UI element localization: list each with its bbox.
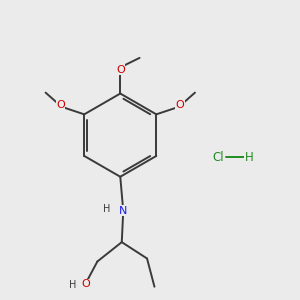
- Text: Cl: Cl: [212, 151, 224, 164]
- Text: H: H: [69, 280, 76, 290]
- Text: O: O: [56, 100, 65, 110]
- Text: O: O: [116, 65, 125, 75]
- Text: H: H: [103, 204, 111, 214]
- Text: H: H: [244, 151, 253, 164]
- Text: N: N: [119, 206, 128, 216]
- Text: O: O: [81, 279, 90, 289]
- Text: O: O: [176, 100, 184, 110]
